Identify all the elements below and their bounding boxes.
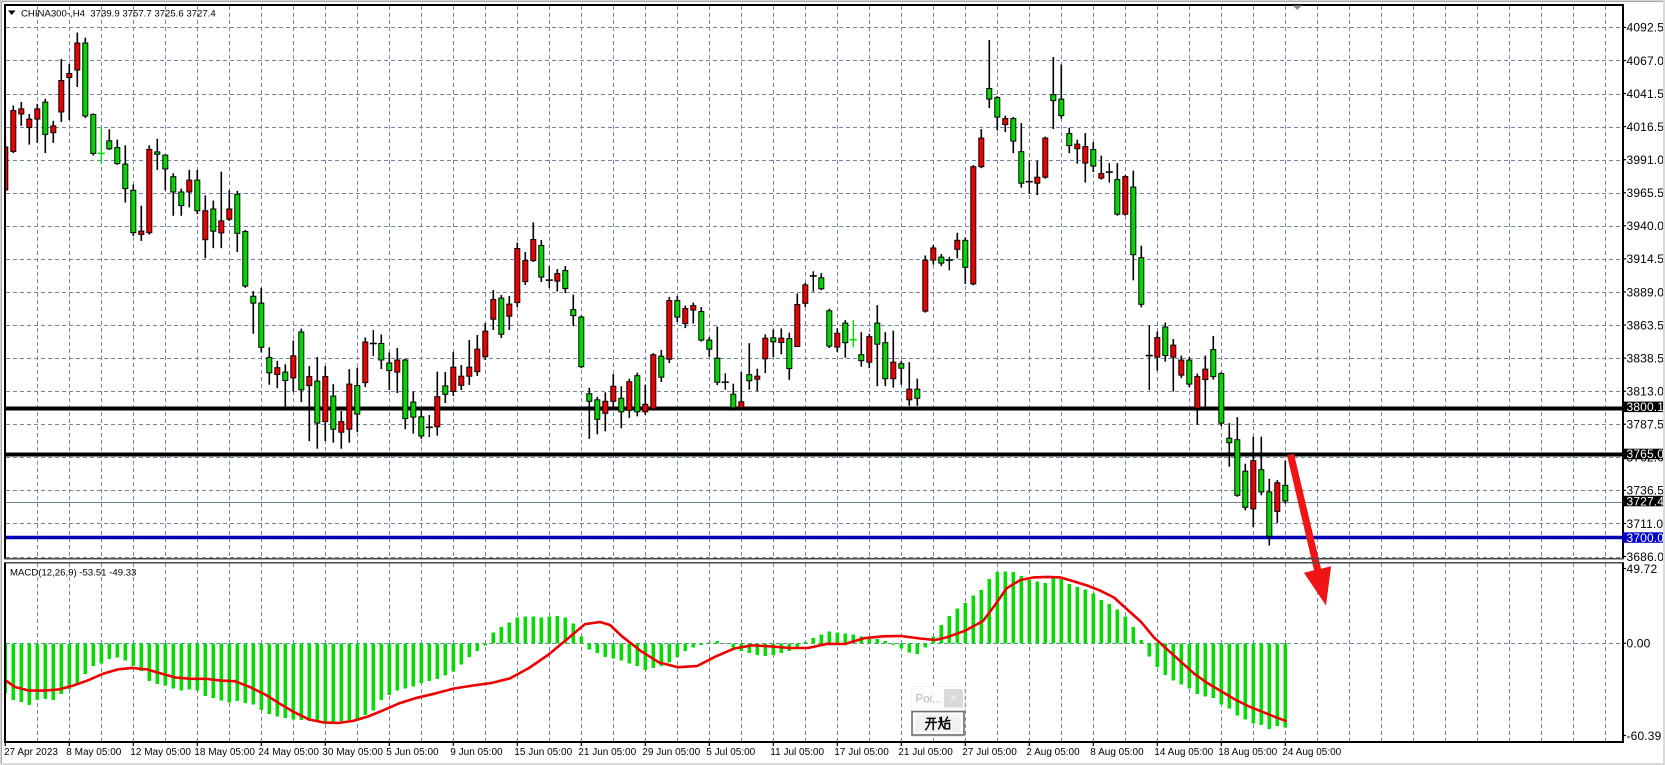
svg-text:Poi...: Poi... — [916, 694, 942, 706]
svg-text:24 Aug 05:00: 24 Aug 05:00 — [1282, 747, 1341, 758]
svg-text:5 Jul 05:00: 5 Jul 05:00 — [706, 747, 755, 758]
svg-text:3940.0: 3940.0 — [1627, 219, 1665, 233]
svg-text:21 Jul 05:00: 21 Jul 05:00 — [898, 747, 953, 758]
svg-text:MACD(12,26,9) -53.51 -49.33: MACD(12,26,9) -53.51 -49.33 — [10, 568, 136, 579]
svg-text:CHINA300-,H4 3739.9 3757.7 37: CHINA300-,H4 3739.9 3757.7 3725.6 3727.4 — [21, 9, 216, 20]
svg-text:18 Aug 05:00: 18 Aug 05:00 — [1218, 747, 1277, 758]
svg-text:24 May 05:00: 24 May 05:00 — [258, 747, 319, 758]
svg-text:27 Jul 05:00: 27 Jul 05:00 — [962, 747, 1017, 758]
svg-text:17 Jul 05:00: 17 Jul 05:00 — [834, 747, 889, 758]
svg-text:3700.0: 3700.0 — [1627, 531, 1665, 545]
svg-text:4092.5: 4092.5 — [1627, 21, 1665, 35]
svg-text:4067.0: 4067.0 — [1627, 54, 1665, 68]
svg-text:3686.0: 3686.0 — [1627, 550, 1665, 564]
svg-text:3838.5: 3838.5 — [1627, 351, 1665, 365]
svg-text:3965.5: 3965.5 — [1627, 186, 1665, 200]
svg-text:15 Jun 05:00: 15 Jun 05:00 — [514, 747, 572, 758]
svg-text:3914.5: 3914.5 — [1627, 252, 1665, 266]
svg-text:3813.0: 3813.0 — [1627, 385, 1665, 399]
svg-text:8 Aug 05:00: 8 Aug 05:00 — [1090, 747, 1144, 758]
svg-text:30 May 05:00: 30 May 05:00 — [322, 747, 383, 758]
svg-text:49.72: 49.72 — [1627, 562, 1658, 576]
svg-text:5 Jun 05:00: 5 Jun 05:00 — [386, 747, 439, 758]
svg-text:3863.5: 3863.5 — [1627, 318, 1665, 332]
svg-text:9 Jun 05:00: 9 Jun 05:00 — [450, 747, 503, 758]
svg-text:3736.5: 3736.5 — [1627, 484, 1665, 498]
svg-text:3800.1: 3800.1 — [1627, 400, 1665, 414]
svg-text:11 Jul 05:00: 11 Jul 05:00 — [770, 747, 824, 758]
svg-text:18 May 05:00: 18 May 05:00 — [194, 747, 255, 758]
svg-text:12 May 05:00: 12 May 05:00 — [130, 747, 191, 758]
svg-text:3711.0: 3711.0 — [1627, 517, 1664, 531]
svg-text:3727.4: 3727.4 — [1627, 494, 1665, 508]
svg-text:3765.0: 3765.0 — [1627, 447, 1665, 461]
svg-text:14 Aug 05:00: 14 Aug 05:00 — [1154, 747, 1213, 758]
svg-text:27 Apr 2023: 27 Apr 2023 — [4, 747, 58, 758]
svg-text:-60.39: -60.39 — [1627, 729, 1662, 743]
svg-text:21 Jun 05:00: 21 Jun 05:00 — [578, 747, 636, 758]
svg-text:4016.5: 4016.5 — [1627, 120, 1665, 134]
svg-text:3787.5: 3787.5 — [1627, 418, 1665, 432]
svg-text:3889.0: 3889.0 — [1627, 285, 1665, 299]
svg-text:4041.5: 4041.5 — [1627, 87, 1665, 101]
svg-text:8 May 05:00: 8 May 05:00 — [66, 747, 121, 758]
svg-text:0.00: 0.00 — [1627, 637, 1651, 651]
svg-text:3991.0: 3991.0 — [1627, 153, 1665, 167]
svg-text:29 Jun 05:00: 29 Jun 05:00 — [642, 747, 700, 758]
svg-text:2 Aug 05:00: 2 Aug 05:00 — [1026, 747, 1080, 758]
